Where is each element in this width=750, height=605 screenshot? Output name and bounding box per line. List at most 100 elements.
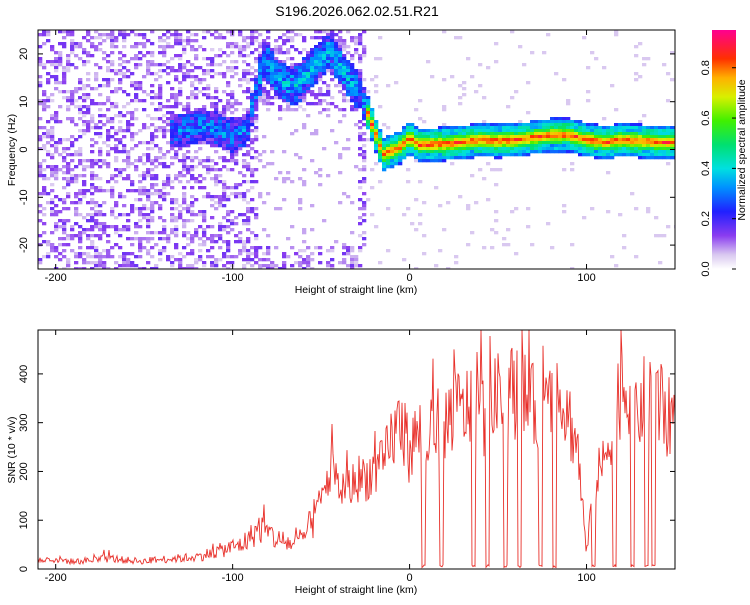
spectrogram-cell [218,237,223,241]
spectrogram-cell [466,147,471,151]
spectrogram-cell [198,186,203,190]
spectrogram-cell [138,225,143,229]
spectrogram-cell [130,237,135,241]
spectrogram-cell [214,105,219,109]
spectrogram-cell [162,153,167,157]
spectrogram-cell [166,36,171,40]
spectrogram-cell [510,96,515,100]
spectrogram-cell [38,84,43,88]
spectrogram-cell [502,243,507,247]
spectrogram-cell [290,39,295,43]
spectrogram-cell [186,42,191,46]
spectrogram-cell [46,141,51,145]
spectrogram-cell [258,66,263,70]
snr-x-tick-label: 0 [407,572,413,584]
spectrogram-cell [210,111,215,115]
spectrogram-cell [62,72,67,76]
spectrogram-cell [262,90,267,94]
spectrogram-cell [614,141,619,145]
spectrogram-cell [402,126,407,130]
spectrogram-cell [578,147,583,151]
spectrogram-cell [478,153,483,157]
spectrogram-cell [370,135,375,139]
spectrogram-cell [282,51,287,55]
spectrogram-cell [134,54,139,58]
spectrogram-cell [262,258,267,262]
spectrogram-cell [150,162,155,166]
spectrogram-cell [362,204,367,208]
spectrogram-cell [190,81,195,85]
spectrogram-cell [306,264,311,268]
spectrogram-cell [62,96,67,100]
spectrogram-cell [238,135,243,139]
spectrogram-cell [98,150,103,154]
spectrogram-cell [186,210,191,214]
spectrogram-cell [98,261,103,265]
spectrogram-cell [366,90,371,94]
spectrogram-cell [62,30,67,34]
spectrogram-cell [74,90,79,94]
spectrogram-cell [230,222,235,226]
spectrogram-cell [362,54,367,58]
spectrogram-cell [350,78,355,82]
spectrogram-cell [566,147,571,151]
spectrogram-cell [78,45,83,49]
spectrogram-cell [406,141,411,145]
spectrogram-cell [210,126,215,130]
spectrogram-cell [150,216,155,220]
spectrogram-cell [230,129,235,133]
spectrogram-cell [666,225,671,229]
spectrogram-cell [310,252,315,256]
spectrogram-cell [54,255,59,259]
spectrogram-cell [166,192,171,196]
spectrogram-cell [262,66,267,70]
spectrogram-cell [174,120,179,124]
spectrogram-cell [594,150,599,154]
spectrogram-cell [346,30,351,34]
spectrogram-cell [102,261,107,265]
spectrogram-cell [542,135,547,139]
spectrogram-cell [114,144,119,148]
spectrogram-cell [270,60,275,64]
spectrogram-cell [98,204,103,208]
snr-y-tick-label: 400 [18,365,30,383]
spectrogram-cell [630,123,635,127]
spectrogram-cell [58,81,63,85]
spectrogram-cell [506,126,511,130]
spectrogram-cell [514,90,519,94]
spectrogram-cell [86,213,91,217]
spectrogram-cell [206,225,211,229]
spectrogram-cell [218,168,223,172]
spectrogram-cell [298,99,303,103]
spectrogram-cell [158,207,163,211]
spectrogram-cell [250,258,255,262]
spectrogram-cell [234,42,239,46]
spectrogram-cell [214,54,219,58]
spectrogram-cell [150,159,155,163]
spectrogram-cell [378,180,383,184]
spectrogram-cell [366,114,371,118]
spectrogram-cell [102,231,107,235]
spectrogram-cell [302,183,307,187]
spectrogram-cell [598,138,603,142]
spectrogram-cell [358,54,363,58]
spectrogram-cell [466,135,471,139]
spectrogram-cell [50,213,55,217]
spectrogram-cell [66,138,71,142]
spectrogram-cell [150,123,155,127]
spectrogram-cell [330,33,335,37]
spectrogram-cell [290,81,295,85]
spectrogram-cell [218,126,223,130]
spectrogram-cell [94,189,99,193]
spectrogram-cell [622,141,627,145]
spectrogram-cell [74,267,79,269]
spectrogram-cell [538,147,543,151]
spectrogram-cell [410,222,415,226]
spectrogram-cell [526,150,531,154]
spectrogram-cell [342,243,347,247]
spectrogram-cell [246,168,251,172]
spectrogram-cell [638,75,643,79]
spectrogram-cell [110,102,115,106]
spectrogram-cell [438,153,443,157]
